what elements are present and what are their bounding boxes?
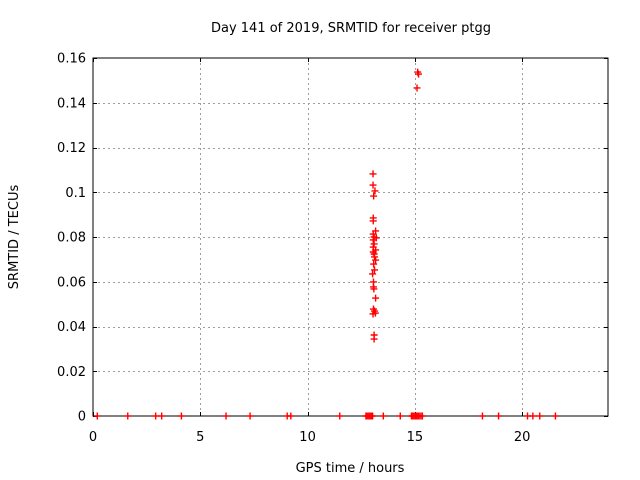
data-point-marker (369, 310, 377, 318)
data-point-marker (478, 412, 486, 420)
axis-ticks (93, 58, 608, 417)
x-tick-label: 15 (407, 430, 424, 445)
y-tick-label: 0.02 (57, 365, 86, 380)
data-point-marker (372, 256, 380, 264)
data-point-marker (369, 412, 377, 420)
data-point-marker (371, 266, 379, 274)
x-tick-label: 5 (196, 430, 204, 445)
data-point-marker (370, 285, 378, 293)
data-point-marker (413, 84, 421, 92)
data-point-marker (418, 412, 426, 420)
y-axis-label: SRMTID / TECUs (7, 185, 22, 290)
data-point-marker (371, 253, 379, 261)
data-point-marker (152, 412, 160, 420)
data-point-marker (177, 412, 185, 420)
x-tick-label: 10 (299, 430, 316, 445)
data-point-marker (369, 270, 377, 278)
x-tick-label: 0 (89, 430, 97, 445)
data-point-marker (370, 260, 378, 268)
y-tick-label: 0.08 (57, 231, 86, 246)
data-point-marker (369, 217, 377, 225)
data-point-marker (158, 412, 166, 420)
data-point-marker (372, 294, 380, 302)
y-tick-label: 0.04 (57, 320, 86, 335)
data-point-marker (287, 412, 295, 420)
data-point-marker (369, 236, 377, 244)
data-point-marker (551, 412, 559, 420)
y-tick-labels: 0 0.02 0.04 0.06 0.08 0.1 0.12 0.14 0.16 (57, 52, 86, 425)
data-point-marker (370, 335, 378, 343)
data-point-marker (369, 170, 377, 178)
x-tick-labels: 0 5 10 15 20 (89, 430, 531, 445)
data-point-marker (495, 412, 503, 420)
chart-title: Day 141 of 2019, SRMTID for receiver ptg… (211, 21, 491, 36)
data-point-marker (370, 240, 378, 248)
data-points (93, 68, 559, 420)
data-point-marker (246, 412, 254, 420)
data-point-marker (379, 412, 387, 420)
data-point-marker (222, 412, 230, 420)
y-tick-label: 0 (78, 410, 86, 425)
y-tick-label: 0.16 (57, 52, 86, 67)
data-point-marker (336, 412, 344, 420)
data-point-marker (396, 412, 404, 420)
data-point-marker (369, 181, 377, 189)
plot-border (92, 57, 609, 417)
x-tick-label: 20 (514, 430, 531, 445)
data-point-marker (529, 412, 537, 420)
data-point-marker (93, 412, 101, 420)
data-point-marker (415, 70, 423, 78)
data-point-marker (124, 412, 132, 420)
data-point-marker (370, 192, 378, 200)
data-point-marker (371, 187, 379, 195)
gridlines (93, 58, 608, 416)
y-tick-label: 0.12 (57, 141, 86, 156)
y-tick-label: 0.06 (57, 275, 86, 290)
y-tick-label: 0.1 (65, 186, 86, 201)
data-point-marker (536, 412, 544, 420)
x-axis-label: GPS time / hours (296, 461, 405, 476)
y-tick-label: 0.14 (57, 96, 86, 111)
